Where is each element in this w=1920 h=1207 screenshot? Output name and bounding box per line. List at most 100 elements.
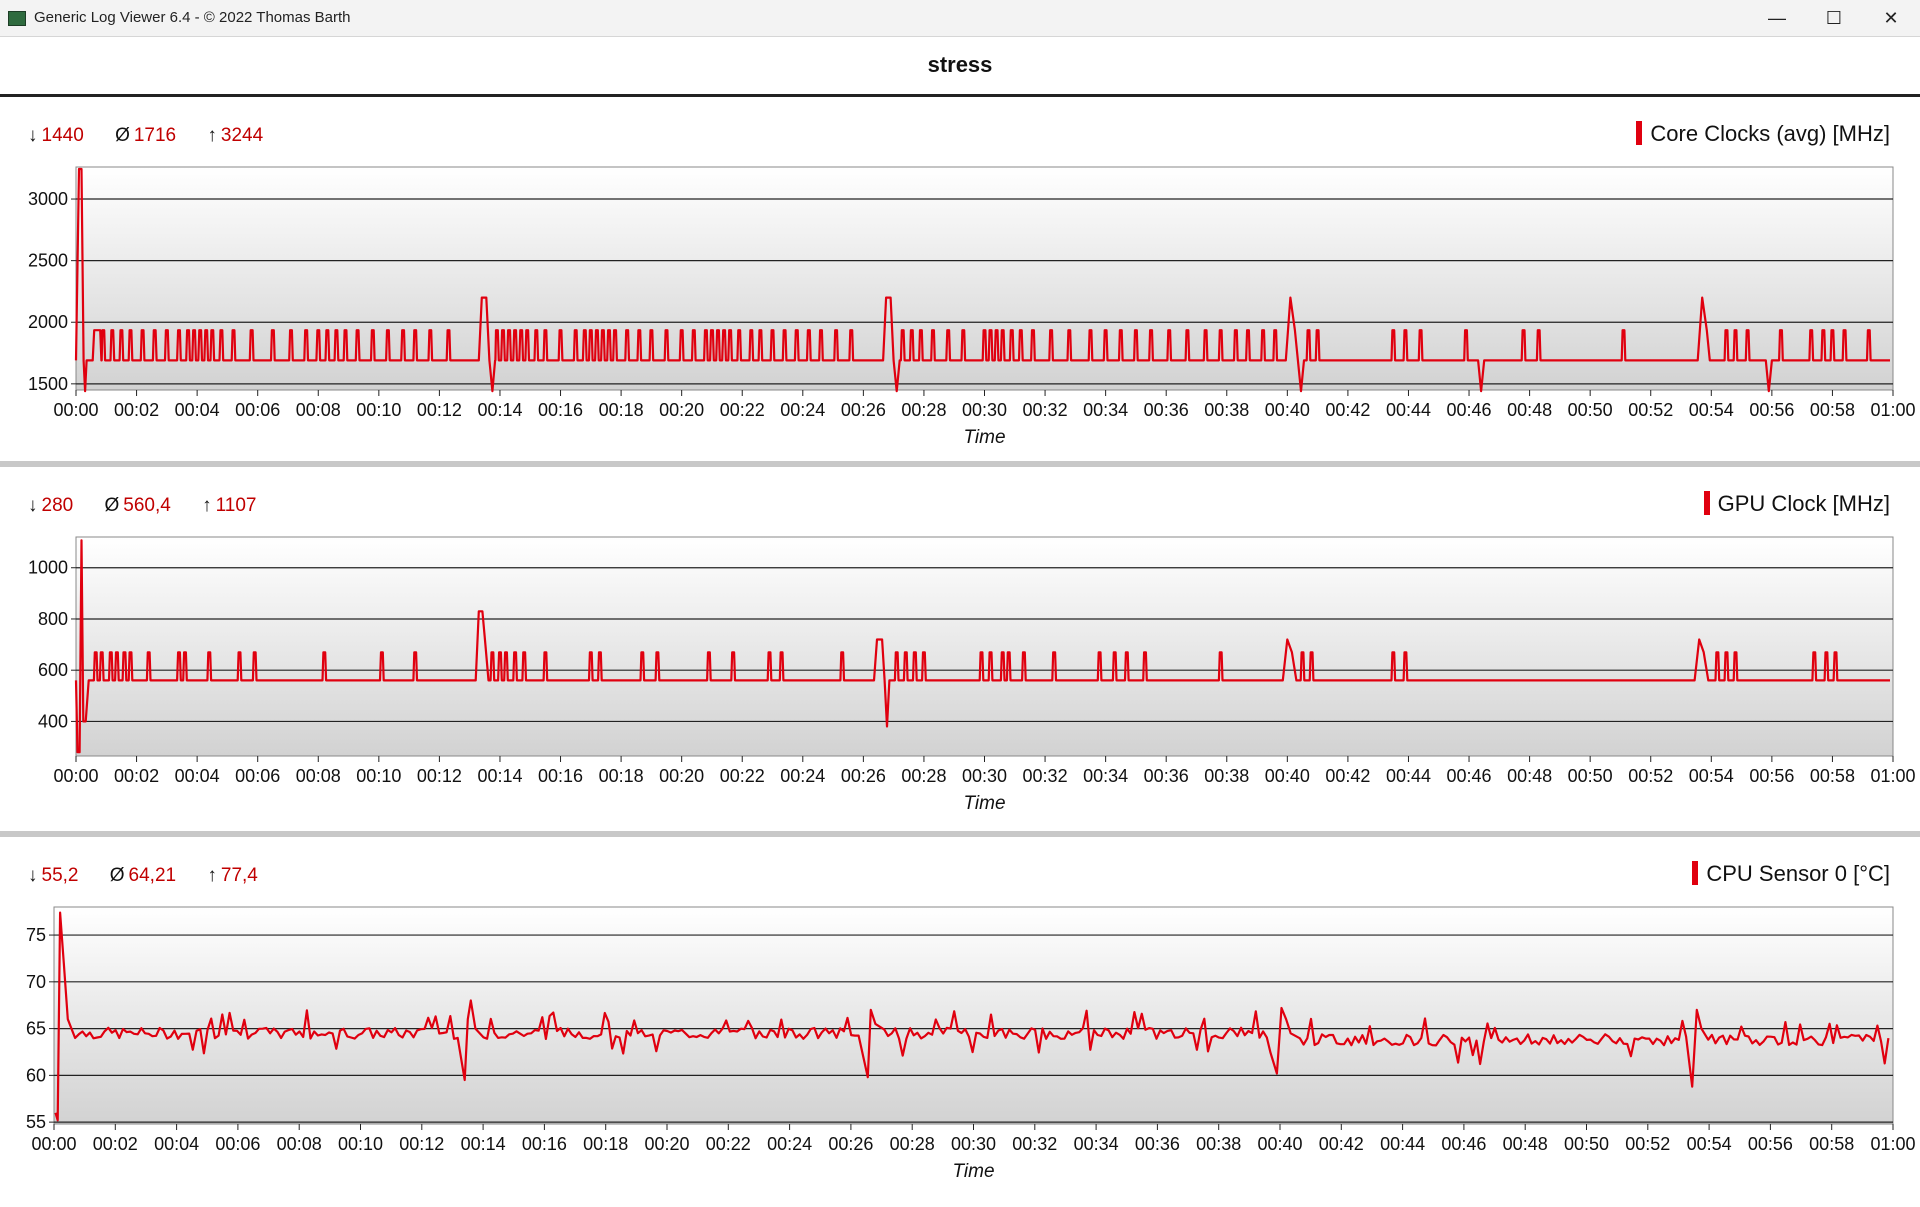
x-tick-label: 00:46 bbox=[1447, 766, 1492, 786]
x-tick-label: 00:14 bbox=[461, 1134, 506, 1154]
x-tick-label: 00:08 bbox=[277, 1134, 322, 1154]
close-button[interactable]: ✕ bbox=[1862, 0, 1920, 36]
stats-row: ↓ 1440 Ø 1716 ↑ 3244 bbox=[28, 125, 289, 147]
x-tick-label: 00:44 bbox=[1386, 766, 1431, 786]
window-title: Generic Log Viewer 6.4 - © 2022 Thomas B… bbox=[34, 9, 351, 26]
chart-panel-gpu-clock: ↓ 280 Ø 560,4 ↑ 1107 GPU Clock [MHz] 400 600… bbox=[0, 467, 1920, 837]
app-icon bbox=[8, 11, 26, 26]
avg-symbol-icon: Ø bbox=[104, 495, 120, 516]
x-tick-label: 00:00 bbox=[31, 1134, 76, 1154]
x-tick-label: 00:40 bbox=[1257, 1134, 1302, 1154]
x-tick-label: 01:00 bbox=[1870, 766, 1915, 786]
x-tick-label: 00:30 bbox=[962, 766, 1007, 786]
y-tick-label: 3000 bbox=[28, 189, 68, 209]
x-tick-label: 00:08 bbox=[296, 766, 341, 786]
stats-row: ↓ 280 Ø 560,4 ↑ 1107 bbox=[28, 495, 282, 517]
max-arrow-icon: ↑ bbox=[202, 495, 212, 516]
x-tick-label: 00:42 bbox=[1319, 1134, 1364, 1154]
panel-divider[interactable] bbox=[0, 461, 1920, 467]
y-tick-label: 55 bbox=[26, 1112, 46, 1132]
x-tick-label: 00:50 bbox=[1568, 400, 1613, 420]
x-tick-label: 00:02 bbox=[114, 766, 159, 786]
x-tick-label: 00:16 bbox=[538, 400, 583, 420]
maximize-button[interactable]: ☐ bbox=[1805, 0, 1863, 36]
close-icon: ✕ bbox=[1883, 7, 1899, 28]
x-tick-label: 00:26 bbox=[841, 400, 886, 420]
max-arrow-icon: ↑ bbox=[207, 125, 217, 146]
plot-area bbox=[53, 906, 1894, 1125]
x-tick-label: 00:48 bbox=[1507, 766, 1552, 786]
x-tick-label: 00:38 bbox=[1204, 400, 1249, 420]
panel-divider[interactable] bbox=[0, 831, 1920, 837]
x-tick-label: 00:36 bbox=[1135, 1134, 1180, 1154]
x-tick-label: 00:52 bbox=[1628, 400, 1673, 420]
y-tick-label: 65 bbox=[26, 1019, 46, 1039]
stat-min: 55,2 bbox=[41, 865, 79, 886]
x-tick-label: 00:04 bbox=[154, 1134, 199, 1154]
document-title: stress bbox=[927, 52, 993, 77]
x-tick-label: 00:46 bbox=[1447, 400, 1492, 420]
x-axis-title: Time bbox=[963, 793, 1005, 814]
x-tick-label: 00:18 bbox=[599, 766, 644, 786]
min-arrow-icon: ↓ bbox=[28, 125, 38, 146]
legend-swatch bbox=[1692, 861, 1699, 885]
stat-min: 1440 bbox=[41, 125, 84, 146]
series-line bbox=[74, 167, 1890, 393]
x-tick-label: 00:36 bbox=[1144, 766, 1189, 786]
x-tick-label: 00:36 bbox=[1144, 400, 1189, 420]
x-tick-label: 00:38 bbox=[1204, 766, 1249, 786]
x-tick-label: 00:04 bbox=[175, 400, 220, 420]
x-tick-label: 00:18 bbox=[583, 1134, 628, 1154]
y-tick-label: 70 bbox=[26, 972, 46, 992]
x-tick-label: 00:00 bbox=[53, 766, 98, 786]
chart-panel-core-clocks: ↓ 1440 Ø 1716 ↑ 3244 Core Clocks (avg) [MHz… bbox=[0, 97, 1920, 467]
stat-max: 3244 bbox=[220, 125, 264, 146]
x-tick-label: 00:56 bbox=[1749, 400, 1794, 420]
x-tick-label: 00:28 bbox=[901, 766, 946, 786]
x-tick-label: 00:08 bbox=[296, 400, 341, 420]
x-tick-label: 00:52 bbox=[1625, 1134, 1670, 1154]
x-tick-label: 00:52 bbox=[1628, 766, 1673, 786]
series-line bbox=[54, 911, 1890, 1122]
x-tick-label: 00:34 bbox=[1083, 400, 1128, 420]
x-tick-label: 00:54 bbox=[1689, 766, 1734, 786]
legend-swatch bbox=[1636, 121, 1643, 145]
stat-min: 280 bbox=[41, 495, 74, 516]
chart-gpu-clock: 400 600 800 1000 00:00 00:02 00:04 00:06 00:08 00… bbox=[28, 536, 1916, 814]
x-tick-label: 00:20 bbox=[659, 766, 704, 786]
x-tick-label: 00:10 bbox=[356, 400, 401, 420]
x-tick-label: 01:00 bbox=[1870, 1134, 1915, 1154]
maximize-icon: ☐ bbox=[1825, 7, 1843, 28]
x-tick-label: 00:02 bbox=[93, 1134, 138, 1154]
min-arrow-icon: ↓ bbox=[28, 495, 38, 516]
x-tick-label: 00:44 bbox=[1386, 400, 1431, 420]
legend-label: GPU Clock [MHz] bbox=[1717, 491, 1890, 516]
x-tick-label: 00:24 bbox=[780, 766, 825, 786]
chart-cpu-sensor: 55 60 65 70 75 00:00 00:02 00:04 00:06 00:08 00:10… bbox=[26, 906, 1916, 1182]
x-tick-label: 00:32 bbox=[1012, 1134, 1057, 1154]
chart-legend: CPU Sensor 0 [°C] bbox=[1692, 861, 1890, 887]
x-tick-label: 00:40 bbox=[1265, 400, 1310, 420]
x-tick-label: 00:22 bbox=[720, 400, 765, 420]
y-tick-label: 2000 bbox=[28, 312, 68, 332]
x-tick-label: 00:10 bbox=[356, 766, 401, 786]
x-axis-title: Time bbox=[963, 427, 1005, 448]
x-axis-title: Time bbox=[952, 1161, 994, 1182]
y-tick-label: 60 bbox=[26, 1065, 46, 1085]
x-tick-label: 00:16 bbox=[538, 766, 583, 786]
stat-avg: 1716 bbox=[133, 125, 177, 146]
x-tick-label: 00:12 bbox=[399, 1134, 444, 1154]
minimize-icon: — bbox=[1768, 7, 1786, 28]
chart-legend: Core Clocks (avg) [MHz] bbox=[1636, 121, 1890, 147]
stat-max: 1107 bbox=[215, 495, 257, 516]
x-tick-label: 00:30 bbox=[951, 1134, 996, 1154]
y-tick-label: 1500 bbox=[28, 374, 68, 394]
chart-core-clocks: 1500 2000 2500 3000 00:00 00:02 00:04 00:06 00:0… bbox=[28, 166, 1916, 448]
x-tick-label: 00:40 bbox=[1265, 766, 1310, 786]
x-tick-label: 00:32 bbox=[1023, 400, 1068, 420]
minimize-button[interactable]: — bbox=[1748, 0, 1806, 36]
x-tick-label: 00:46 bbox=[1441, 1134, 1486, 1154]
x-tick-label: 00:06 bbox=[235, 766, 280, 786]
x-tick-label: 00:48 bbox=[1507, 400, 1552, 420]
x-tick-label: 00:16 bbox=[522, 1134, 567, 1154]
